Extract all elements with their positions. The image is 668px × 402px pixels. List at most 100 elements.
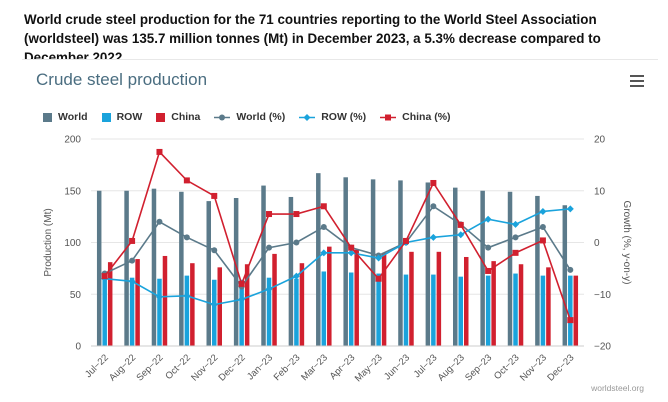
bar-china [327,246,332,346]
bar-china [299,263,305,346]
point-row [265,285,273,293]
point-china [238,280,245,287]
bar-world [343,177,348,346]
point-world [512,234,519,241]
y-tick-label: 0 [75,342,81,353]
bar-china [409,251,414,346]
point-row [210,301,218,309]
y-tick-label: 100 [64,238,81,249]
point-row [128,277,136,285]
bar-row [266,277,272,346]
point-world [485,244,492,251]
point-china [375,275,382,282]
x-tick-label: Jun−23 [382,352,412,382]
point-row [292,272,300,280]
y2-tick-label: 10 [594,186,606,197]
bar-world [206,201,211,346]
legend-item-world[interactable]: World [43,111,88,123]
point-world [293,239,300,246]
point-world [156,218,163,225]
point-china [101,273,108,280]
legend-line-symbol [214,114,231,120]
bar-row [239,279,244,346]
y2-tick-label: −10 [594,290,611,301]
chart-credit[interactable]: worldsteel.org [591,383,644,393]
point-china [266,211,273,218]
legend-item-world-pct[interactable]: World (%) [214,111,285,123]
bar-world [151,188,157,346]
bar-world [480,190,485,346]
point-china [567,317,574,324]
legend-item-row[interactable]: ROW [101,111,143,123]
bar-row [102,273,107,346]
point-china [512,249,519,256]
bar-row [321,271,327,346]
bar-world [562,205,568,346]
bar-world [425,182,431,346]
bar-china [518,264,524,346]
bar-world [124,190,129,346]
bar-world [288,196,294,346]
bar-row [376,273,381,346]
point-china [430,179,437,186]
point-world [211,247,218,254]
x-tick-label: Oct−22 [163,352,193,382]
legend-bar-symbol [101,112,111,122]
point-row [320,249,328,257]
series-line-row [104,208,571,306]
y2-axis-title: Growth (%, y-on-y) [621,201,632,285]
x-tick-label: Sep−23 [463,352,494,383]
x-tick-label: May−23 [353,352,385,384]
legend-line-symbol [299,113,316,121]
point-row [375,254,383,262]
point-row [539,207,547,215]
x-tick-label: Oct−23 [492,352,522,382]
point-row [155,293,163,301]
legend-item-china-pct[interactable]: China (%) [380,111,451,123]
bar-row [458,276,463,346]
chart-legend: World ROW China World (%) ROW (%) China … [43,111,451,123]
bar-world [507,191,513,346]
bar-china [107,262,113,346]
x-tick-label: Aug−23 [436,352,467,383]
bar-china [573,275,579,346]
y2-tick-label: −20 [594,342,611,353]
bar-china [217,267,222,346]
bar-world [370,179,376,346]
point-china [320,203,327,210]
point-china [485,267,492,274]
point-world [183,234,190,241]
y-tick-label: 150 [64,186,81,197]
point-china [156,148,163,155]
series-line-world [104,205,571,288]
point-china [211,192,218,199]
hamburger-menu-icon[interactable] [630,75,644,90]
bar-china [464,256,469,346]
point-china [539,237,546,244]
legend-label: ROW [116,111,143,123]
legend-label: ROW (%) [321,111,367,123]
x-tick-label: Sep−22 [134,352,165,383]
legend-label: China [171,111,201,123]
x-tick-label: Nov−22 [189,352,220,383]
point-row [512,220,520,228]
bar-china [272,253,277,346]
bar-row [540,275,546,346]
point-china [402,237,409,244]
bar-china [381,252,387,346]
legend-item-row-pct[interactable]: ROW (%) [299,111,366,123]
point-china [348,244,355,251]
legend-label: China (%) [402,111,451,123]
bar-row [129,277,135,346]
bar-row [568,275,573,346]
point-row [429,233,437,241]
point-world [430,203,437,210]
bar-china [491,261,496,346]
x-tick-label: Jan−23 [245,352,275,382]
legend-item-china[interactable]: China [156,111,200,123]
bar-row [431,274,436,346]
point-row [484,215,492,223]
point-china [129,237,136,244]
bar-china [135,259,140,346]
bar-row [513,273,518,346]
